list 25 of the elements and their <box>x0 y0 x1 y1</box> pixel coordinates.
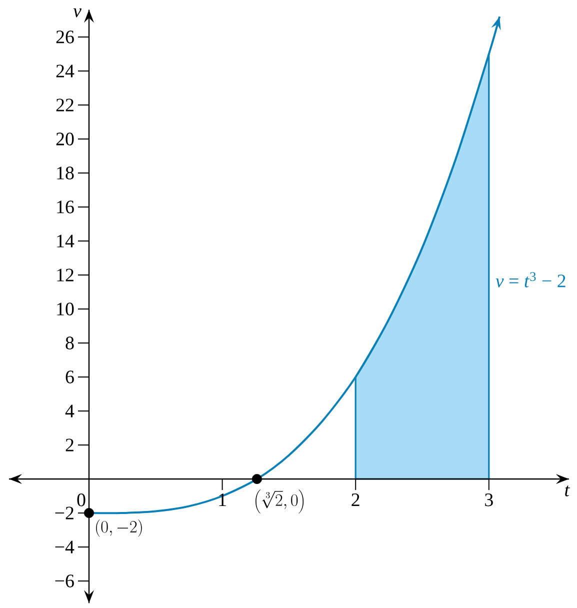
y-tick-label: 24 <box>56 64 74 78</box>
x-tick-label: 1 <box>219 494 226 506</box>
y-tick-label: −6 <box>55 574 74 588</box>
y-tick-label: 26 <box>56 30 74 44</box>
y-tick-label: 8 <box>66 336 74 350</box>
y-tick-label: 16 <box>57 200 74 214</box>
y-axis-title: v <box>73 8 82 18</box>
x-tick-label: 3 <box>485 494 493 506</box>
x-tick-label: 0 <box>77 494 86 506</box>
y-tick-label: 18 <box>57 166 74 180</box>
y-tick-label: −2 <box>55 506 74 520</box>
y-tick-label: 22 <box>56 98 74 112</box>
y-tick-label: 4 <box>65 404 74 418</box>
y-tick-label: 14 <box>57 234 74 248</box>
annotation: $(0, -2)$ <box>96 520 142 537</box>
y-tick-label: 2 <box>66 438 74 452</box>
y-tick-label: 12 <box>57 268 74 282</box>
y-tick-label: −4 <box>55 540 74 554</box>
y-tick-label: 20 <box>56 132 74 146</box>
annotation: $\left(\sqrt[3]{2}, 0\right)$ <box>256 490 304 514</box>
x-axis-title: t <box>565 486 570 496</box>
y-tick-label: 6 <box>66 370 74 384</box>
y-tick-label: 10 <box>57 302 74 316</box>
text: v = t$^{3}$ − 2 <box>496 272 566 288</box>
x-tick-label: 2 <box>352 494 360 506</box>
